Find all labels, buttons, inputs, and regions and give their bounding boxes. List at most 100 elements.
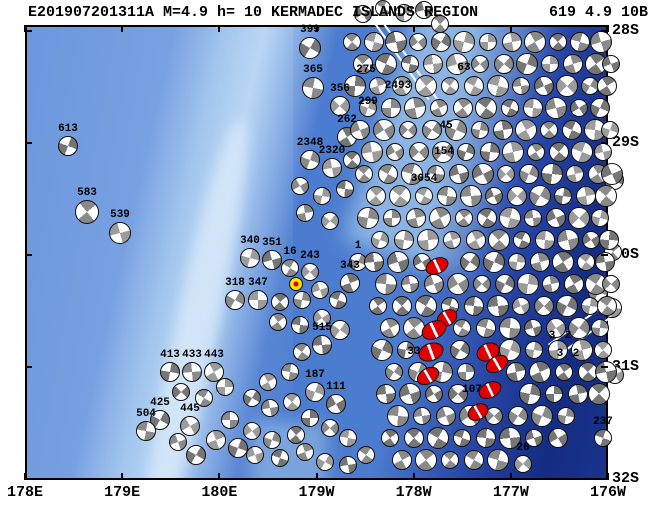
focal-mechanism-beachball [549,33,567,51]
focal-mechanism-beachball [590,98,610,118]
axis-tick [218,25,221,32]
focal-mechanism-beachball [588,383,610,405]
focal-mechanism-beachball [340,273,360,293]
focal-mechanism-beachball [359,99,377,117]
axis-tick [25,142,32,144]
focal-mechanism-beachball [594,341,612,359]
axis-tick [601,30,608,32]
focal-mechanism-beachball [557,229,579,251]
focal-mechanism-beachball [519,383,541,405]
map-number-label: 243 [300,250,320,262]
focal-mechanism-beachball [568,317,590,339]
focal-mechanism-beachball [195,389,213,407]
map-number-label: 356 [330,83,350,95]
focal-mechanism-beachball [409,33,427,51]
focal-mechanism-beachball [299,37,321,59]
focal-mechanism-beachball [513,231,531,249]
focal-mechanism-beachball [524,209,542,227]
focal-mechanism-beachball [487,295,509,317]
focal-mechanism-beachball [291,316,309,334]
focal-mechanism-beachball [542,275,560,293]
focal-mechanism-beachball [549,142,569,162]
focal-mechanism-beachball [186,445,206,465]
map-number-label: 111 [326,381,346,393]
map-canvas [25,25,608,480]
focal-mechanism-beachball [243,422,261,440]
focal-mechanism-beachball [556,295,578,317]
focal-mechanism-beachball [499,317,521,339]
map-number-label: 445 [180,403,200,415]
focal-mechanism-beachball [350,120,370,140]
focal-mechanism-beachball [460,252,480,272]
focal-mechanism-beachball [508,406,528,426]
focal-mechanism-beachball [534,296,554,316]
focal-mechanism-beachball [291,177,309,195]
map-number-label: 154 [434,146,454,158]
focal-mechanism-beachball [305,382,325,402]
focal-mechanism-beachball [487,75,509,97]
map-number-label: 3 [556,348,564,360]
focal-mechanism-beachball [415,295,437,317]
focal-mechanism-beachball [417,229,439,251]
focal-mechanism-beachball [432,141,454,163]
focal-mechanism-beachball [499,427,521,449]
focal-mechanism-beachball [182,362,202,382]
focal-mechanism-beachball [240,248,260,268]
plot-title-overlap: 619 4.9 10B [548,4,648,21]
axis-tick [412,473,415,480]
focal-mechanism-beachball [507,186,527,206]
focal-mechanism-beachball [515,119,537,141]
focal-mechanism-beachball [453,98,473,118]
map-number-label: 504 [136,408,156,420]
focal-mechanism-beachball [322,158,342,178]
focal-mechanism-beachball [302,77,324,99]
focal-mechanism-beachball [485,187,503,205]
focal-mechanism-beachball [591,209,609,227]
axis-tick [25,254,32,256]
focal-mechanism-beachball [483,251,505,273]
axis-tick [601,142,608,144]
focal-mechanism-beachball [415,75,437,97]
focal-mechanism-beachball [262,250,282,270]
focal-mechanism-beachball [387,405,409,427]
focal-mechanism-beachball [392,76,412,96]
map-number-label: 26 [516,442,530,454]
map-number-label: 399 [300,24,320,36]
focal-mechanism-beachball [392,450,412,470]
map-number-label: 63 [457,62,471,74]
focal-mechanism-beachball [312,335,332,355]
y-tick-label: 28S [612,22,640,39]
focal-mechanism-beachball [566,165,584,183]
focal-mechanism-beachball [602,55,620,73]
focal-mechanism-beachball [466,230,486,250]
map-number-label: 2493 [384,80,412,92]
focal-mechanism-beachball [371,339,393,361]
focal-mechanism-beachball [58,136,78,156]
focal-mechanism-beachball [562,120,582,140]
x-tick-label: 179E [104,484,141,501]
map-number-label: 433 [182,349,202,361]
focal-mechanism-beachball [404,97,426,119]
focal-mechanism-beachball [269,313,287,331]
axis-tick [121,473,124,480]
focal-mechanism-beachball [524,31,546,53]
map-number-label: 3054 [410,173,438,185]
focal-mechanism-beachball [261,399,279,417]
focal-mechanism-beachball [401,163,423,185]
focal-mechanism-beachball [378,164,398,184]
focal-mechanism-beachball [477,208,497,228]
focal-mechanism-beachball [343,33,361,51]
focal-mechanism-beachball [508,253,526,271]
focal-mechanism-beachball [316,453,334,471]
focal-mechanism-beachball [546,318,566,338]
focal-mechanism-beachball [487,449,509,471]
focal-mechanism-beachball [531,405,553,427]
focal-mechanism-beachball [150,410,170,430]
focal-mechanism-beachball [369,297,387,315]
axis-tick [25,366,32,368]
x-tick-label: 179W [298,484,335,501]
focal-mechanism-beachball [557,407,575,425]
